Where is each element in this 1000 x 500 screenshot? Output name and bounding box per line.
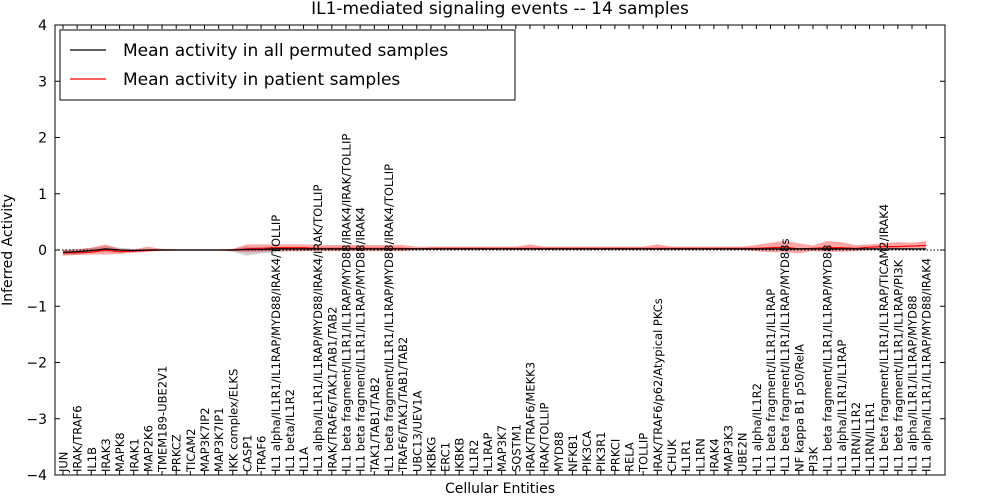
y-tick-label: 4 [38,18,47,34]
x-tick-label: IL1 beta fragment/IL1R1/IL1RAP/MYD88/IRA… [354,207,368,472]
y-tick-label: 3 [38,74,47,90]
x-tick-label: TMEM189-UBE2V1 [156,366,170,473]
y-axis-label: Inferred Activity [0,194,16,306]
y-tick-label: −2 [26,356,47,372]
x-tick-label: IL1 alpha/IL1R1/IL1RAP/MYD88/IRAK4 [920,258,934,472]
x-tick-label: IL1RN/IL1R2 [849,402,863,472]
legend-label-patient: Mean activity in patient samples [123,70,400,90]
x-tick-label: IL1 alpha/IL1R1/IL1RAP [835,340,849,472]
x-tick-label: MAP2K6 [141,425,155,472]
x-tick-label: CHUK [665,439,679,472]
y-tick-label: −3 [26,412,47,428]
x-tick-label: IL1 beta fragment/IL1R1/IL1RAP/PI3K [891,259,905,472]
x-tick-label: IL1 beta fragment/IL1R1/IL1RAP/MYD88 [821,245,835,472]
x-tick-label: IL1A [297,447,311,472]
x-tick-label: TAK1/TAB1/TAB2 [368,377,382,473]
y-tick-label: −1 [26,299,47,315]
x-tick-label: ERC1 [439,442,453,472]
x-tick-label: PI3K [806,446,820,472]
x-tick-label: IRAK/TRAF6/MEKK3 [523,362,537,472]
x-tick-label: IRAK4 [707,438,721,472]
x-tick-label: IRAK/TOLLIP [538,403,552,472]
x-tick-label: TOLLIP [637,433,651,473]
x-axis-label: Cellular Entities [445,481,555,497]
x-tick-label: PRKCI [608,439,622,472]
x-tick-label: IRAK/TRAF6/TAK1/TAB1/TAB2 [325,307,339,472]
x-tick-label: TRAF6 [255,436,269,473]
x-tick-label: IL1 alpha/IL1R2 [750,383,764,472]
x-tick-label: NF kappa B1 p50/RelA [792,344,806,472]
legend: Mean activity in all permuted samples Me… [59,29,516,101]
x-tick-label: IL1B [85,447,99,472]
y-tick-label: 2 [38,131,47,147]
x-tick-label: PRKCZ [170,434,184,472]
x-tick-label: PIK3CA [580,431,594,472]
x-tick-label: UBE2N [736,433,750,473]
x-tick-label: PIK3R1 [594,432,608,473]
x-tick-label: TRAF6/TAK1/TAB1/TAB2 [396,337,410,473]
x-tick-label: IL1 alpha/IL1R1/IL1RAP/MYD88 [906,295,920,472]
x-tick-label: IL1RN [693,438,707,472]
x-tick-label: IRAK3 [99,438,113,472]
x-tick-label: RELA [623,442,637,472]
x-tick-label: MYD88 [552,432,566,472]
x-tick-label: IKBKG [424,437,438,472]
x-tick-label: NFKB1 [566,434,580,472]
x-tick-label: IL1 alpha/IL1R1/IL1RAP/MYD88/IRAK4/IRAK/… [311,185,325,472]
y-tick-label: 0 [38,243,47,259]
chart-title: IL1-mediated signaling events -- 14 samp… [311,0,689,19]
x-tick-label: IL1 beta fragment/IL1R1/IL1RAP [764,289,778,472]
legend-box [59,29,516,101]
x-tick-label: IL1R1 [679,440,693,472]
x-tick-label: IL1 beta fragment/IL1R1/IL1RAP/MYD88/IRA… [382,164,396,472]
x-tick-label: IKK complex/ELKS [226,369,240,472]
x-tick-label: UBC13/UEV1A [410,390,424,472]
x-tick-label: MAP3K7IP2 [198,407,212,472]
x-tick-label: JUN [57,452,71,473]
x-tick-label: IL1RAP [481,432,495,472]
x-tick-label: IL1 beta fragment/IL1R1/IL1RAP/MYD88/IRA… [340,134,354,472]
x-tick-label: IKBKB [453,438,467,472]
x-tick-label: IL1 beta fragment/IL1R1/IL1RAP/MYD88s [778,239,792,472]
x-tick-label: IL1R2 [467,440,481,472]
plot-frame [54,24,946,476]
permuted-mean-line [62,248,927,253]
legend-label-permuted: Mean activity in all permuted samples [123,41,448,61]
x-tick-label: MAP3K7 [495,425,509,472]
x-tick-label: MAP3K7IP1 [212,407,226,472]
x-tick-label: IL1 beta/IL1R2 [283,389,297,472]
x-tick-label: SQSTM1 [509,424,523,472]
x-tick-label: IRAK/TRAF6/p62/Atypical PKCs [651,298,665,472]
x-tick-label: IL1 beta fragment/IL1R1/IL1RAP/TICAM2/IR… [877,204,891,472]
x-tick-label: IRAK/TRAF6 [71,405,85,472]
x-tick-label: MAPK8 [113,432,127,472]
x-tick-label: IRAK1 [127,438,141,472]
x-tick-label: TICAM2 [184,428,198,473]
x-tick-label: IL1 alpha/IL1R1/IL1RAP/MYD88/IRAK4/TOLLI… [269,215,283,472]
y-tick-label: 1 [38,187,47,203]
x-tick-label: CASP1 [240,435,254,472]
x-tick-label: IL1RN/IL1R1 [863,402,877,472]
x-tick-label: MAP3K3 [722,425,736,472]
y-tick-label: −4 [26,468,47,484]
